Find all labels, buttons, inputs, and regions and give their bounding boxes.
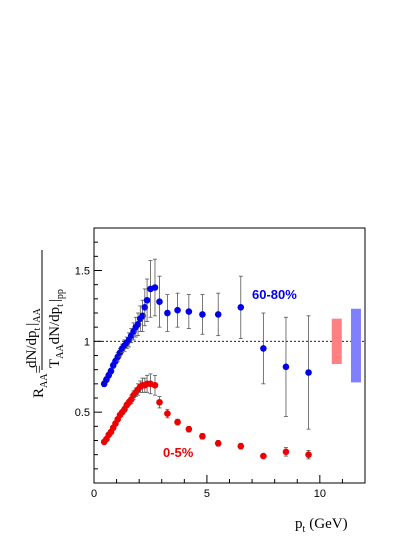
- series-label-0-5: 0-5%: [163, 445, 194, 460]
- data-point: [282, 448, 290, 456]
- svg-text:TAAdN/dpt|pp: TAAdN/dpt|pp: [47, 289, 66, 368]
- data-point: [141, 304, 149, 311]
- data-point: [151, 284, 159, 291]
- data-point: [185, 425, 193, 433]
- x-tick-label: 10: [314, 488, 326, 500]
- data-point: [185, 308, 193, 315]
- x-tick-label: 5: [204, 488, 210, 500]
- data-point: [139, 312, 146, 320]
- data-point: [143, 296, 151, 304]
- data-point: [107, 367, 115, 375]
- data-point: [174, 306, 181, 314]
- plot-frame: [93, 227, 366, 484]
- series-0: [100, 258, 312, 430]
- data-point: [134, 321, 142, 328]
- data-point: [156, 398, 163, 406]
- svg-text:dN/dpt|AA: dN/dpt|AA: [24, 307, 43, 368]
- data-point: [260, 452, 267, 460]
- data-point: [305, 369, 312, 376]
- x-tick-label: 0: [91, 488, 97, 500]
- svg-text:RAA=: RAA=: [31, 365, 50, 398]
- data-point: [237, 442, 245, 450]
- data-point: [164, 410, 171, 417]
- data-point: [260, 345, 267, 352]
- syst-band-0: [350, 308, 361, 383]
- x-axis-title: pt (GeV): [295, 516, 348, 535]
- series-label-60-80: 60-80%: [252, 287, 297, 302]
- y-tick-label: 0.5: [75, 407, 90, 419]
- y-axis-title: RAA= dN/dpt|AA TAAdN/dpt|pp: [24, 250, 66, 398]
- series-layer: [100, 258, 312, 460]
- data-point: [156, 298, 163, 305]
- data-point: [237, 304, 245, 311]
- y-tick-label: 1: [84, 336, 90, 348]
- data-point: [214, 311, 222, 318]
- data-point: [151, 381, 159, 389]
- y-tick-label: 1.5: [75, 266, 90, 278]
- data-point: [174, 418, 181, 426]
- data-point: [305, 451, 312, 458]
- data-point: [164, 309, 171, 317]
- data-point: [199, 432, 206, 440]
- systematic-bands: [331, 308, 361, 383]
- x-axis-ticks: 0 5 10: [91, 475, 366, 500]
- y-axis-ticks: 0.5 1 1.5: [75, 227, 102, 484]
- series-1: [100, 373, 312, 460]
- data-point: [214, 440, 222, 447]
- data-point: [199, 311, 206, 318]
- data-point: [282, 363, 290, 371]
- syst-band-1: [331, 318, 342, 364]
